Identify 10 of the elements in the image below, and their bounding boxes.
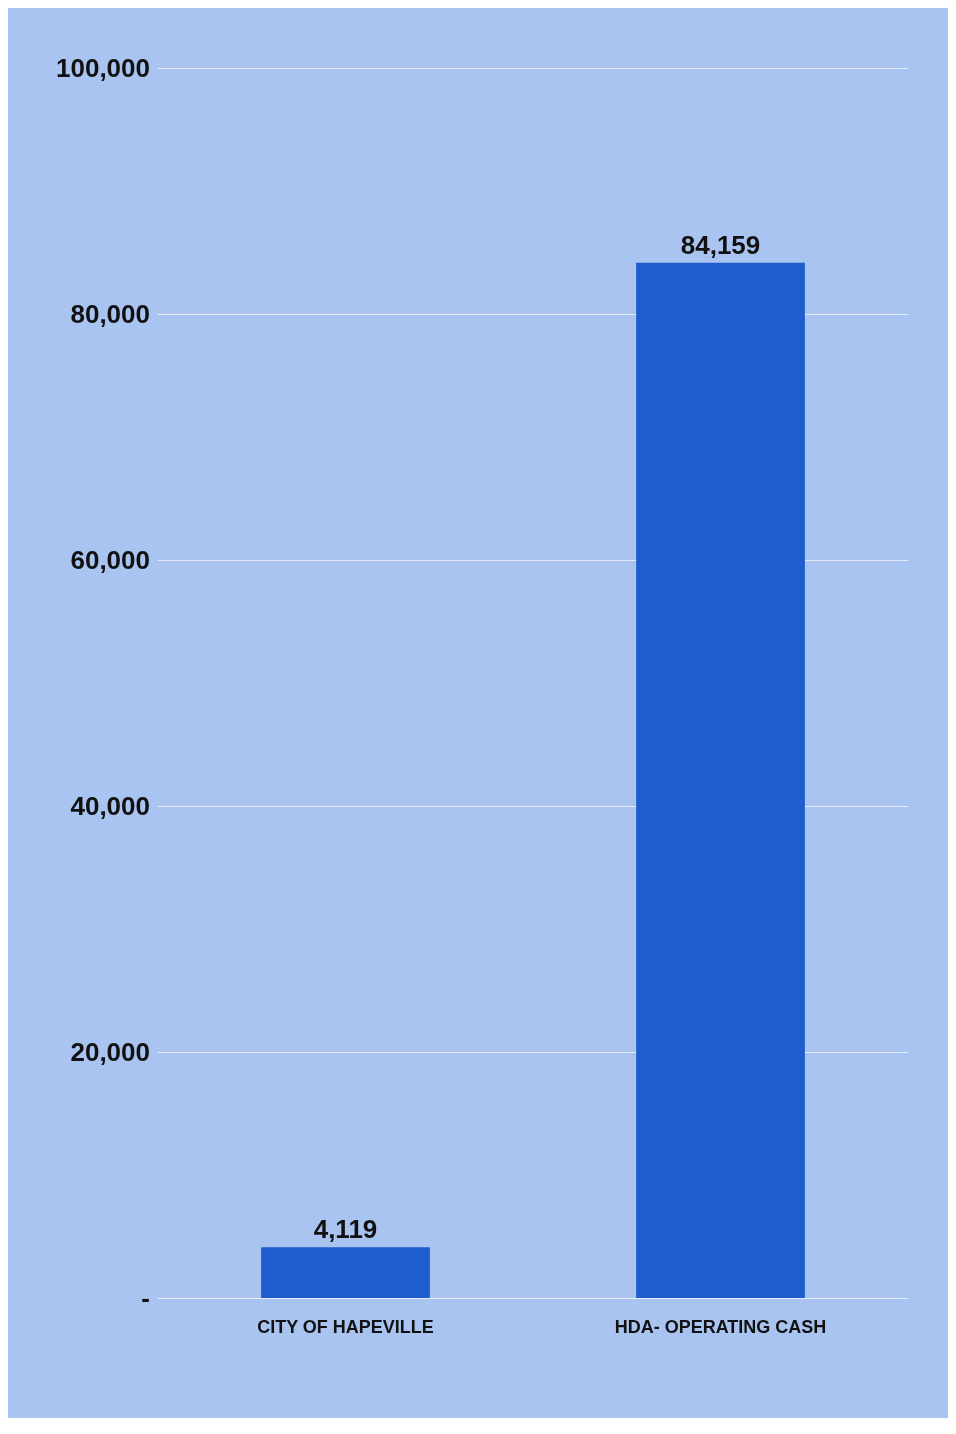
y-tick-label: 100,000 <box>56 53 150 83</box>
data-label: 4,119 <box>313 1214 378 1245</box>
x-tick-label: HDA- OPERATING CASH <box>614 1317 827 1337</box>
y-tick-label: 60,000 <box>70 545 150 575</box>
y-tick-label: 80,000 <box>70 299 150 329</box>
x-tick-label: CITY OF HAPEVILLE <box>257 1317 434 1337</box>
y-tick-label: 20,000 <box>70 1037 150 1067</box>
data-label: 84,159 <box>680 229 761 260</box>
y-tick-label: 40,000 <box>70 791 150 821</box>
y-tick-label: - <box>141 1283 150 1313</box>
